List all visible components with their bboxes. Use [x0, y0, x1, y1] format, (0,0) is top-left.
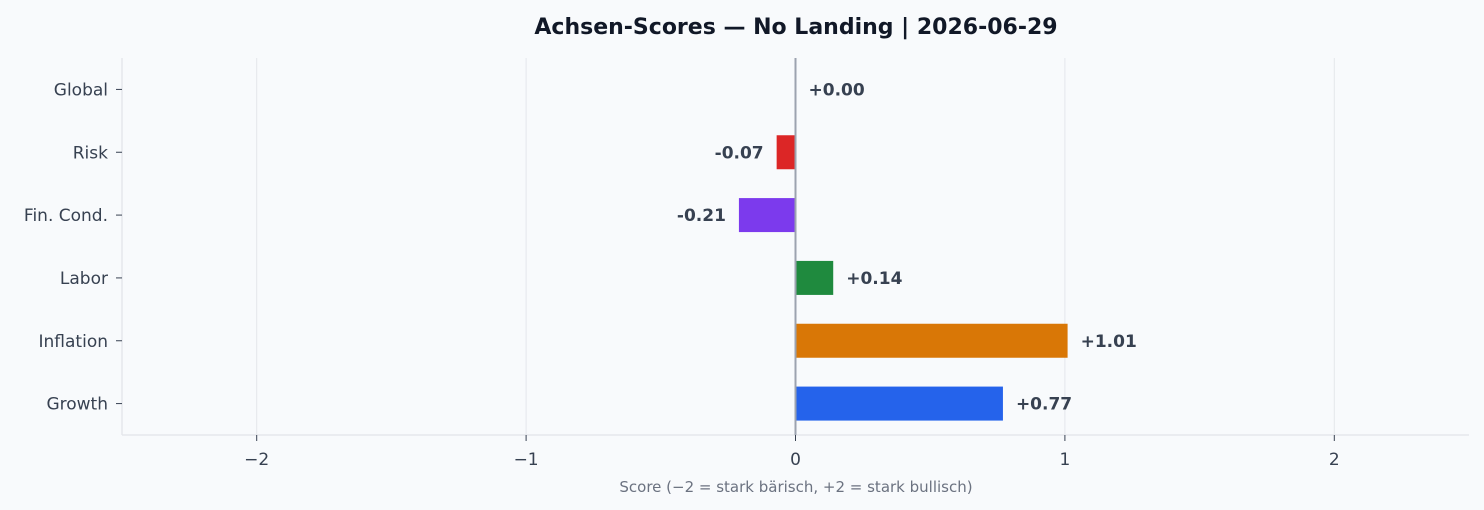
x-tick-label: 2 — [1329, 450, 1340, 470]
bar-layer — [738, 58, 1068, 435]
category-label: Labor — [60, 269, 108, 289]
category-label: Fin. Cond. — [24, 206, 108, 226]
x-axis-label: Score (−2 = stark bärisch, +2 = stark bu… — [619, 478, 972, 496]
label-layer: +0.00 -0.07 -0.21 +0.14 +1.01 +0.77 — [677, 80, 1137, 414]
chart-title: Achsen-Scores — No Landing | 2026-06-29 — [534, 15, 1057, 40]
grid-layer — [256, 58, 1335, 435]
category-label: Global — [54, 80, 108, 100]
bar — [795, 260, 834, 295]
bar-value-label: -0.07 — [715, 143, 764, 163]
x-tick-label: 1 — [1059, 450, 1070, 470]
category-label: Inflation — [39, 332, 108, 352]
bar-value-label: +1.01 — [1081, 332, 1137, 352]
axis-layer: −2 −1 0 1 2 Global Risk Fin. Cond. Labor Inflatio… — [24, 58, 1469, 470]
bar-value-label: +0.14 — [846, 269, 902, 289]
x-tick-label: −1 — [514, 450, 539, 470]
category-label: Risk — [73, 143, 108, 163]
x-tick-label: −2 — [244, 450, 269, 470]
x-tick-label: 0 — [790, 450, 801, 470]
bar-value-label: -0.21 — [677, 206, 726, 226]
bar — [795, 323, 1068, 358]
bar-value-label: +0.00 — [809, 80, 865, 100]
bar — [738, 198, 796, 233]
bar — [776, 135, 796, 170]
bar-value-label: +0.77 — [1016, 395, 1072, 415]
category-label: Growth — [46, 395, 108, 415]
bar — [795, 386, 1003, 421]
